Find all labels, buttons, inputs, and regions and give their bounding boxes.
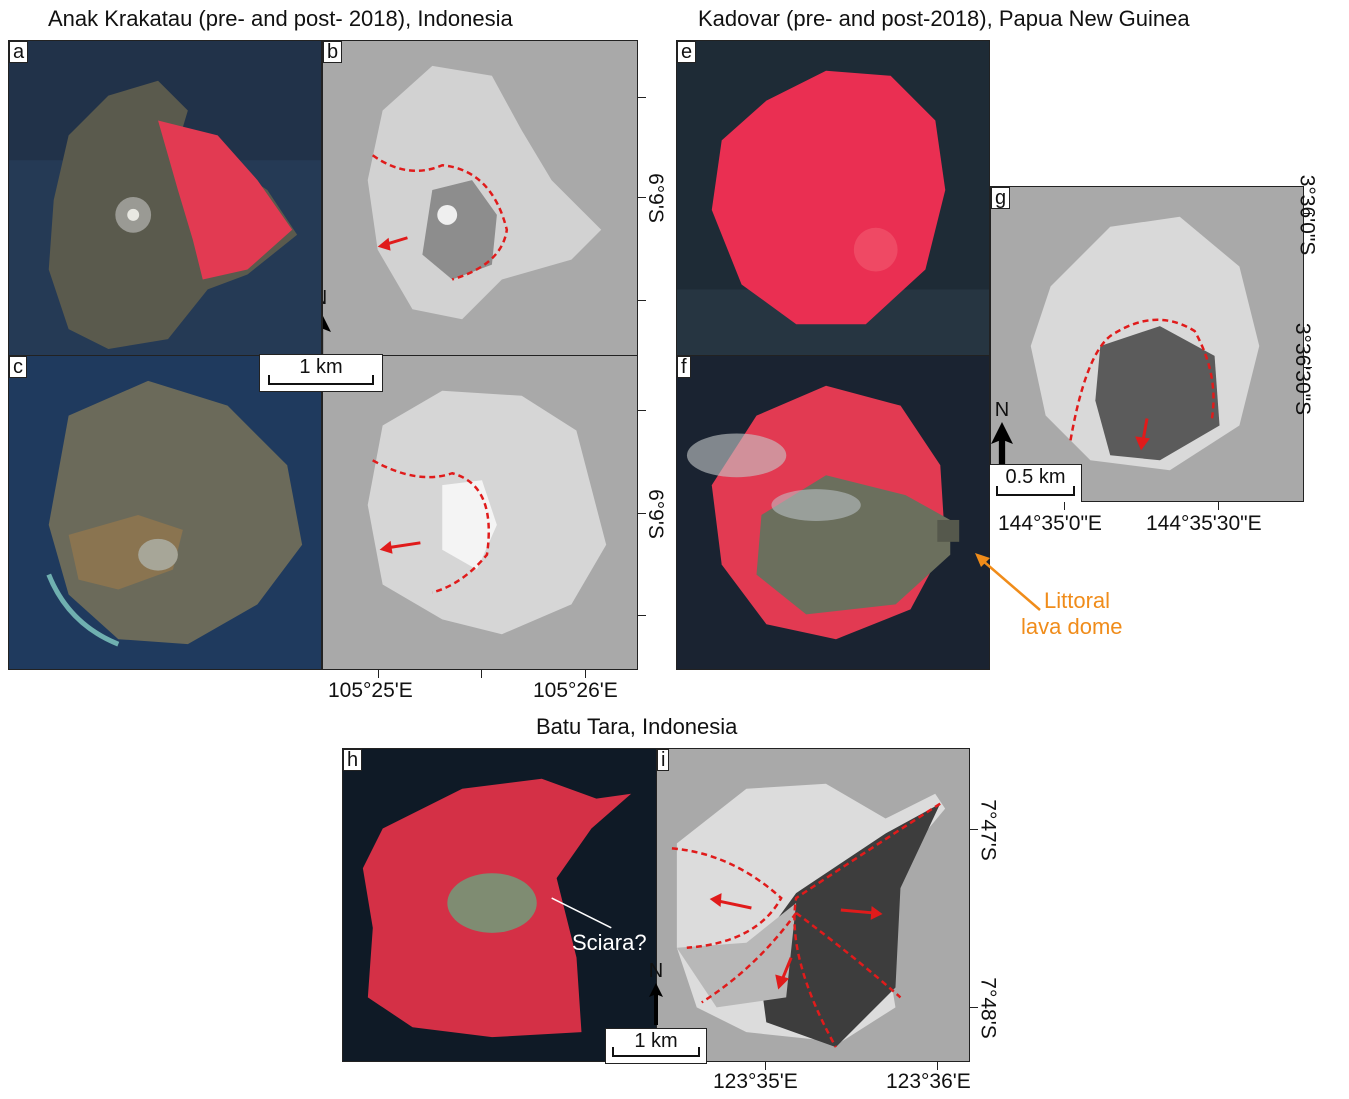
panel-h-satellite: h [342, 748, 658, 1062]
panel-label-f: f [677, 356, 691, 378]
lon-label-batu-1: 123°35'E [713, 1070, 798, 1094]
scale-bar-kadovar: 0.5 km [990, 464, 1082, 502]
title-batu-tara: Batu Tara, Indonesia [536, 714, 737, 740]
panel-label-b: b [323, 41, 342, 63]
littoral-arrow [970, 548, 1050, 618]
north-arrow-icon [322, 310, 331, 356]
lon-label-krakatau-2: 105°26'E [533, 679, 618, 703]
lat-label-krakatau-top: 6°9'S [643, 173, 667, 223]
lon-label-krakatau-1: 105°25'E [328, 679, 413, 703]
lat-label-krakatau-bottom: 6°9'S [643, 489, 667, 539]
lon-label-kadovar-1: 144°35'0"E [998, 512, 1102, 536]
north-arrow-batu-tara: N [645, 960, 667, 1025]
north-arrow-icon [649, 983, 663, 1025]
lon-label-batu-2: 123°36'E [886, 1070, 971, 1094]
littoral-label-1: Littoral [1044, 588, 1110, 614]
panel-c-satellite: c [8, 355, 322, 670]
lat-label-batu-2: 7°48'S [976, 977, 1000, 1038]
scale-bar-krakatau: 1 km [259, 354, 383, 392]
littoral-label-2: lava dome [1021, 614, 1123, 640]
north-label: N [322, 287, 327, 309]
panel-label-c: c [9, 356, 27, 378]
lat-label-batu-1: 7°47'S [976, 799, 1000, 860]
panel-label-h: h [343, 749, 362, 771]
north-arrow-krakatau: N [322, 287, 331, 356]
panel-label-e: e [677, 41, 696, 63]
panel-label-i: i [657, 749, 669, 771]
panel-d-hillshade: d [322, 355, 638, 670]
north-label: N [995, 399, 1009, 421]
panel-a-satellite: a [8, 40, 322, 356]
scale-bar-batu-tara: 1 km [605, 1028, 707, 1064]
sciara-label: Sciara? [572, 930, 647, 956]
lon-label-kadovar-2: 144°35'30"E [1146, 512, 1262, 536]
panel-b-hillshade: b N [322, 40, 638, 356]
lat-label-kadovar-2: 3°36'30"S [1290, 323, 1314, 415]
lat-label-kadovar-1: 3°36'0"S [1294, 175, 1318, 256]
panel-i-hillshade: i [656, 748, 970, 1062]
panel-f-satellite: f [676, 355, 990, 670]
panel-g-hillshade: g N [990, 186, 1304, 502]
panel-e-satellite: e [676, 40, 990, 356]
panel-label-a: a [9, 41, 28, 63]
panel-label-g: g [991, 187, 1010, 209]
north-label: N [649, 960, 663, 982]
title-krakatau: Anak Krakatau (pre- and post- 2018), Ind… [48, 6, 513, 32]
title-kadovar: Kadovar (pre- and post-2018), Papua New … [698, 6, 1190, 32]
